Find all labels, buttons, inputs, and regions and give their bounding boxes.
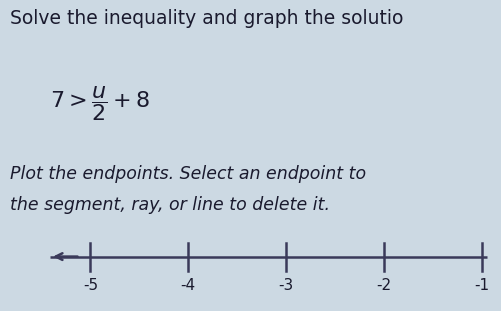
Text: -2: -2: [376, 278, 391, 293]
Text: Solve the inequality and graph the solutio: Solve the inequality and graph the solut…: [10, 9, 403, 28]
Text: $7 > \dfrac{u}{2} + 8$: $7 > \dfrac{u}{2} + 8$: [50, 84, 150, 123]
Text: -3: -3: [278, 278, 293, 293]
Text: Plot the endpoints. Select an endpoint to: Plot the endpoints. Select an endpoint t…: [10, 165, 365, 183]
Text: -5: -5: [83, 278, 98, 293]
Text: -4: -4: [180, 278, 195, 293]
Text: -1: -1: [473, 278, 488, 293]
Text: the segment, ray, or line to delete it.: the segment, ray, or line to delete it.: [10, 196, 329, 214]
